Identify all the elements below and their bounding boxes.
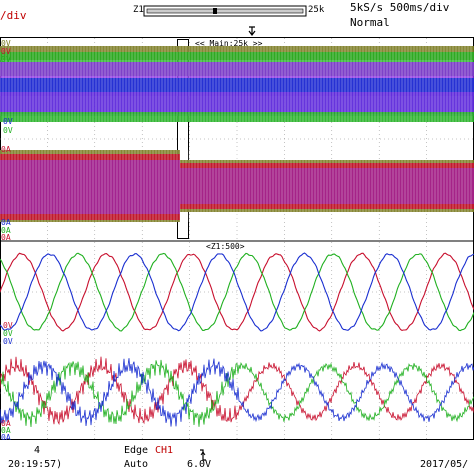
volts-per-div-label: /div <box>0 9 27 22</box>
zoom-bar-right-label: 25k <box>308 5 325 15</box>
trigger-level: 6.0V <box>187 459 212 470</box>
graticule-grid <box>0 38 474 439</box>
ch-label-p3-a: 0V <box>3 321 13 330</box>
zoom-bar-left-label: Z1 <box>133 5 144 15</box>
sub-zoom-label: <Z1:500> <box>206 242 245 251</box>
zoom-position-marker <box>213 8 217 14</box>
rising-edge-icon <box>200 449 206 461</box>
ch-label-p2-b: 0A <box>1 226 11 235</box>
trigger-source: CH1 <box>155 445 174 456</box>
p4-phase-green <box>0 359 474 428</box>
ch-label-p4-b: 0A <box>1 426 11 435</box>
p3-phase-green <box>0 252 474 332</box>
zoom-region-box <box>177 39 189 239</box>
sample-rate-readout: 5kS/s 500ms/div <box>350 1 450 14</box>
p3-phase-red <box>0 252 474 332</box>
trigger-position-icon <box>248 26 256 36</box>
ch-label-p1-d: 0V <box>3 126 13 135</box>
waveform-traces <box>0 46 474 428</box>
zoom-position-track <box>146 8 304 14</box>
trigger-mode: Auto <box>124 459 149 470</box>
ch-label-p1-b: 0V <box>1 55 11 64</box>
ch-label-p4-a: 0A <box>1 419 11 428</box>
ch-label-p3-c: 0V <box>3 337 13 346</box>
ch-label-p1-a: 0V <box>1 47 11 56</box>
ch-label-p2-a: 0A <box>1 218 11 227</box>
trigger-type: Edge <box>124 445 149 456</box>
acquisition-mode: Normal <box>350 16 390 29</box>
main-zoom-label: << Main:25k >> <box>195 39 263 48</box>
footer-count: 4 <box>34 445 41 456</box>
p4-phase-blue <box>0 358 474 427</box>
footer-date: 2017/05/ <box>420 459 469 470</box>
p2-hatch <box>0 150 472 222</box>
p4-phase-red <box>0 356 474 426</box>
ch-label-p2-top: 0A <box>1 145 11 154</box>
ch-label-p1-c: 0V <box>3 117 13 126</box>
p1-hatch <box>0 46 472 122</box>
ch-label-p3-b: 0V <box>3 329 13 338</box>
ch-label-p4-c: 0A <box>1 433 11 442</box>
ch-label-p1-top: 0V <box>1 39 11 48</box>
p3-phase-blue <box>0 252 474 332</box>
ch-label-p2-c: 0A <box>1 233 11 242</box>
footer-time: 20:19:57) <box>8 459 63 470</box>
